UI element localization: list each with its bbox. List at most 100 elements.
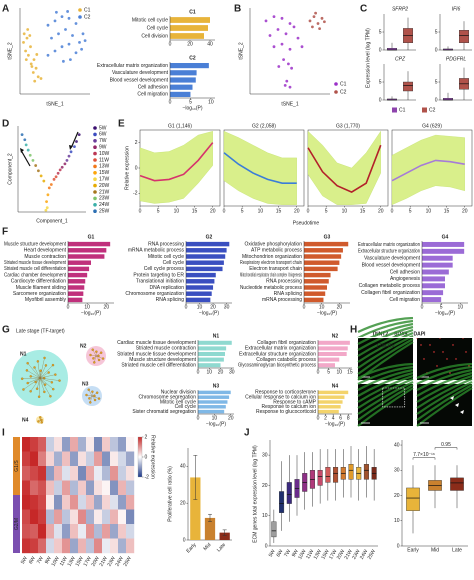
box: [317, 470, 323, 486]
edge: [39, 370, 41, 379]
y-axis-label: ECM genes total expression level (log TP…: [252, 445, 258, 543]
heatmap-cell: [94, 509, 103, 525]
heatmap-cell: [70, 451, 79, 467]
tissue-fiber: [417, 388, 472, 426]
heatmap-cell: [70, 466, 79, 481]
panel-label: J: [244, 428, 250, 439]
y-tick-label: 0: [397, 543, 400, 549]
heatmap-cell: [62, 495, 71, 510]
y-tick-label: 20: [394, 493, 400, 499]
y-tick-label: 5: [435, 29, 438, 35]
heatmap-cell: [62, 451, 71, 467]
y-tick-label: 5: [379, 79, 382, 85]
bar: [204, 517, 216, 540]
edge: [39, 377, 46, 385]
panel-label: G: [2, 325, 10, 336]
point: [282, 58, 285, 61]
category-label: Oxidative phosphorylation: [244, 241, 302, 247]
heatmap-cell: [118, 466, 127, 481]
bar: [170, 17, 210, 23]
heatmap-cell: [86, 509, 95, 525]
x-tick-label: 25W: [123, 555, 133, 567]
category-label: Cell migration: [137, 92, 168, 98]
heatmap-cell: [78, 538, 87, 554]
heatmap-cell: [118, 480, 127, 496]
panel-label: H: [350, 325, 357, 336]
node: [44, 364, 48, 367]
heatmap-cell: [102, 524, 111, 539]
arrow-head: [20, 148, 24, 153]
heatmap-cell: [118, 495, 127, 510]
heatmap-cell: [46, 451, 55, 467]
mean-line: [223, 152, 297, 184]
x-tick-label: 20: [104, 304, 110, 310]
point: [26, 28, 30, 31]
x-tick-label: 15: [444, 208, 450, 214]
point: [268, 34, 272, 37]
bar: [422, 262, 453, 268]
node: [49, 395, 52, 398]
tissue-fiber: [358, 370, 413, 390]
bar: [304, 291, 326, 296]
heatmap-cell: [110, 509, 119, 525]
heatmap-cell: [94, 451, 103, 467]
x-tick-label: 13W: [67, 555, 77, 567]
nucleus: [465, 351, 467, 353]
tissue-fiber: [358, 376, 413, 402]
x-tick-label: 7W: [283, 548, 292, 558]
sample-label: 17W-RV: [376, 343, 395, 349]
bar: [186, 241, 230, 247]
arrow-head: [69, 145, 73, 150]
point: [23, 138, 27, 142]
node: [92, 357, 95, 360]
x-tick-label: 20: [337, 304, 343, 310]
point: [53, 19, 57, 23]
point: [37, 169, 40, 173]
point: [272, 45, 276, 49]
x-tick-label: 10: [319, 304, 325, 310]
legend-label: 24W: [99, 202, 110, 208]
legend-label: C1: [399, 107, 406, 113]
x-tick-label: 5W: [268, 548, 277, 558]
point: [58, 168, 62, 172]
category-label: Myofibril assembly: [25, 297, 67, 303]
panel-subtitle: G4 (629): [422, 123, 442, 129]
bar: [198, 363, 221, 368]
edge: [37, 361, 41, 379]
heatmap-cell: [86, 466, 95, 481]
heatmap-cell: [102, 437, 111, 452]
node: [101, 357, 105, 360]
legend-label: C2: [84, 14, 91, 20]
heatmap-cell: [22, 538, 31, 554]
bar: [198, 357, 224, 362]
edge: [36, 377, 41, 389]
heatmap-cell: [38, 538, 47, 554]
bar: [304, 285, 327, 290]
category-label: Nuclear division: [161, 390, 197, 396]
node: [22, 388, 25, 391]
point: [24, 58, 28, 61]
bar: [170, 63, 209, 69]
node-label: N4: [22, 417, 29, 423]
panel-label: A: [2, 4, 9, 15]
arrow: [71, 131, 79, 147]
heatmap-cell: [54, 437, 63, 452]
legend-label: C2: [429, 107, 436, 113]
bar: [170, 33, 204, 39]
node: [97, 354, 100, 358]
point: [34, 164, 38, 167]
heatmap-cell: [30, 466, 39, 481]
point: [284, 32, 288, 36]
heatmap-cell: [30, 509, 39, 525]
box: [348, 464, 354, 480]
panel-subtitle: G3: [324, 234, 331, 240]
legend-swatch: [93, 158, 97, 162]
bar: [186, 272, 216, 278]
legend-label: 17W: [99, 177, 110, 183]
node-label: N1: [20, 351, 27, 357]
x-tick-label: 10: [426, 208, 432, 214]
category-label: Collagen fibril organization: [361, 290, 420, 296]
band: [391, 134, 465, 205]
annotation: 0.95: [441, 442, 451, 448]
